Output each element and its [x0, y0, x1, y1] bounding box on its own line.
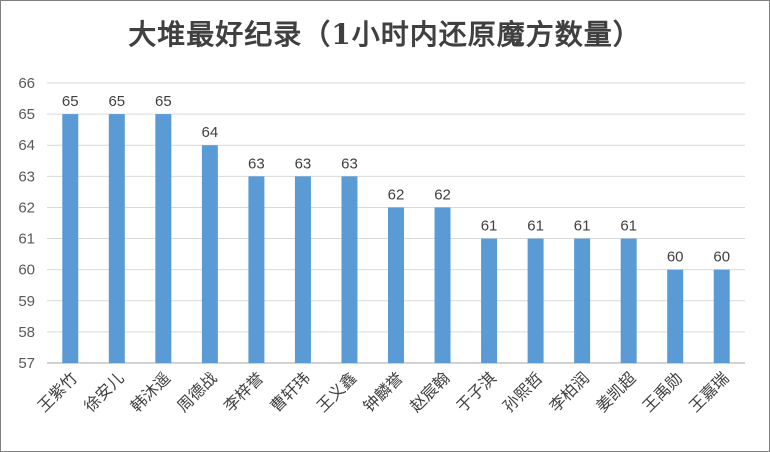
- x-tick-label: 李柏润: [546, 369, 593, 416]
- bar: [434, 207, 451, 363]
- bar: [713, 269, 730, 363]
- x-tick-label: 韩沐遥: [127, 369, 174, 416]
- x-tick-label: 孙熙哲: [500, 369, 547, 416]
- y-tick-label: 61: [18, 231, 35, 248]
- data-label: 60: [713, 249, 730, 266]
- bar: [388, 207, 404, 363]
- bar: [574, 238, 591, 363]
- data-label: 65: [62, 93, 79, 110]
- y-tick-label: 66: [18, 75, 35, 92]
- bar: [341, 176, 358, 363]
- bar: [248, 176, 265, 363]
- data-label: 61: [527, 218, 544, 235]
- data-label: 65: [108, 93, 125, 110]
- y-tick-label: 63: [18, 168, 35, 185]
- x-tick-label: 李梓誉: [221, 369, 268, 416]
- x-tick-label: 周德战: [174, 369, 221, 416]
- bar: [294, 176, 311, 363]
- data-label: 61: [574, 218, 591, 235]
- bar: [201, 145, 218, 363]
- data-label: 63: [295, 155, 312, 172]
- x-tick-label: 徐安儿: [81, 369, 128, 416]
- x-tick-label: 曹轩玮: [267, 369, 314, 416]
- x-tick-label: 姜凯超: [593, 369, 640, 416]
- bar: [481, 238, 498, 363]
- bar: [620, 238, 637, 363]
- x-tick-label: 赵宸翰: [407, 369, 454, 416]
- y-tick-label: 65: [18, 106, 35, 123]
- bar: [667, 269, 684, 363]
- y-tick-label: 59: [18, 293, 35, 310]
- data-label: 63: [248, 155, 265, 172]
- data-label: 61: [481, 218, 498, 235]
- x-tick-label: 王义鑫: [313, 368, 360, 415]
- bar: [155, 114, 172, 363]
- x-tick-label: 钟麟誉: [360, 369, 407, 416]
- y-tick-label: 60: [18, 262, 35, 279]
- bar: [527, 238, 544, 363]
- y-tick-label: 58: [18, 324, 35, 341]
- x-tick-label: 于子淇: [453, 369, 500, 416]
- y-tick-label: 64: [18, 137, 35, 154]
- bar: [108, 114, 125, 363]
- data-label: 62: [434, 186, 451, 203]
- data-label: 64: [202, 124, 219, 141]
- x-tick-label: 王紫竹: [34, 369, 81, 416]
- y-tick-label: 62: [18, 199, 35, 216]
- data-label: 63: [341, 155, 358, 172]
- x-tick-label: 王禹勋: [639, 369, 686, 416]
- data-label: 60: [667, 249, 684, 266]
- data-label: 62: [388, 186, 405, 203]
- x-tick-label: 王嘉瑞: [686, 369, 733, 416]
- chart-title: 大堆最好纪录（1小时内还原魔方数量）: [128, 18, 642, 51]
- data-label: 65: [155, 93, 172, 110]
- y-tick-label: 57: [18, 355, 35, 372]
- bar: [62, 114, 79, 363]
- data-label: 61: [620, 218, 637, 235]
